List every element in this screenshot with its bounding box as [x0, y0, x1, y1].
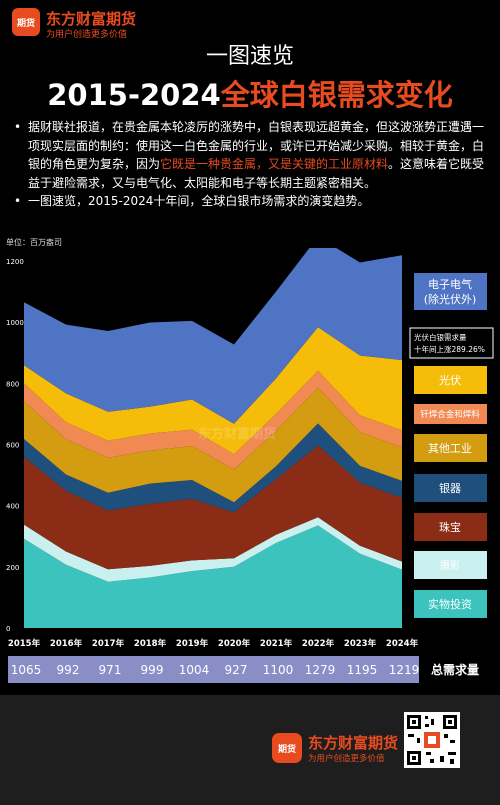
total-value-5: 927 — [225, 663, 248, 677]
y-tick-label-0: 0 — [6, 625, 10, 633]
x-tick-label-0: 2015年 — [8, 638, 41, 649]
legend-swatch-6 — [414, 366, 487, 394]
legend-swatch-7 — [414, 273, 487, 310]
y-tick-label-5: 1000 — [6, 319, 24, 327]
intro-paragraph-1: 据财联社报道，在贵金属本轮凌厉的涨势中，白银表现远超黄金，但这波涨势正遭遇一项现… — [14, 118, 490, 192]
brand-slogan: 为用户创造更多价值 — [46, 30, 128, 40]
page-title: 2015-2024全球白银需求变化 — [0, 72, 500, 114]
stacked-area-chart: 0 200 400 600 800 1000 1200 2015年 2016年 2017年 2018… — [6, 248, 494, 683]
area-series-4 — [24, 387, 402, 503]
legend-label-5: 钎焊合金和焊料 — [420, 409, 480, 420]
area-series-5 — [24, 370, 402, 470]
legend-label-2: 珠宝 — [439, 520, 461, 534]
area-series-0 — [24, 525, 402, 628]
legend-label-4: 其他工业 — [428, 442, 472, 455]
x-tick-label-2: 2017年 — [92, 638, 125, 649]
unit-label: 单位：百万盎司 — [6, 238, 62, 247]
qr-code-icon[interactable] — [404, 712, 460, 768]
y-tick-label-4: 800 — [6, 380, 19, 388]
title-topic: 全球白银需求变化 — [220, 78, 453, 112]
legend-label-1: 摄影 — [440, 559, 460, 572]
callout-line-1: 光伏白银需求量 — [414, 332, 467, 342]
watermark-text: 东方财富期货 — [198, 426, 276, 442]
x-tick-label-9: 2024年 — [386, 638, 419, 649]
legend-sublabel-7: (除光伏外) — [424, 292, 477, 306]
intro-text: 据财联社报道，在贵金属本轮凌厉的涨势中，白银表现远超黄金，但这波涨势正遭遇一项现… — [14, 118, 490, 211]
legend-label-7: 电子电气 — [428, 277, 472, 291]
y-tick-label-6: 1200 — [6, 258, 24, 266]
callout-box — [409, 327, 494, 359]
total-label: 总需求量 — [431, 662, 479, 677]
brand-name: 东方财富期货 — [46, 10, 137, 28]
intro-p1-end: 。这意味着它既受益于避险需求，又与电气化、太阳能和电子等长期主题紧密相关。 — [28, 157, 485, 190]
total-value-0: 1065 — [11, 663, 42, 677]
x-tick-label-8: 2023年 — [344, 638, 377, 649]
legend-swatch-2 — [414, 513, 487, 541]
x-tick-label-7: 2022年 — [302, 638, 335, 649]
footer-logo-icon: 期货 — [272, 733, 302, 763]
total-value-3: 999 — [141, 663, 164, 677]
footer-brand: 东方财富期货 — [308, 734, 399, 752]
x-tick-label-6: 2021年 — [260, 638, 293, 649]
area-series-3 — [24, 423, 402, 513]
intro-paragraph-2: 一图速览，2015-2024十年间，全球白银市场需求的演变趋势。 — [14, 192, 490, 211]
y-tick-label-1: 200 — [6, 564, 19, 572]
legend-label-6: 光伏 — [439, 373, 461, 387]
footer-slogan: 为用户创造更多价值 — [308, 754, 385, 764]
intro-p1-highlight: 它既是一种贵金属，又是关键的工业原材料 — [160, 157, 389, 171]
legend-label-3: 银器 — [439, 481, 461, 495]
legend-swatch-4 — [414, 434, 487, 462]
total-value-6: 1100 — [263, 663, 294, 677]
total-value-1: 992 — [57, 663, 80, 677]
brand-logo-icon: 期货 — [12, 8, 40, 36]
title-years: 2015-2024 — [47, 78, 221, 112]
x-tick-label-3: 2018年 — [134, 638, 167, 649]
total-value-4: 1004 — [179, 663, 210, 677]
total-value-9: 1219 — [389, 663, 420, 677]
total-value-8: 1195 — [347, 663, 378, 677]
totals-bar — [8, 656, 419, 683]
legend-swatch-1 — [414, 551, 487, 579]
x-tick-label-1: 2016年 — [50, 638, 83, 649]
legend-swatch-0 — [414, 590, 487, 618]
y-tick-label-2: 400 — [6, 503, 19, 511]
y-tick-label-3: 600 — [6, 442, 19, 450]
total-value-7: 1279 — [305, 663, 336, 677]
intro-p1-start: 据财联社报道，在贵金属本轮凌厉的涨势中，白银表现远超黄金，但这波涨势正遭遇一项现… — [28, 120, 485, 171]
total-value-2: 971 — [99, 663, 122, 677]
area-series-1 — [24, 517, 402, 582]
legend-swatch-5 — [414, 404, 487, 424]
legend-swatch-3 — [414, 474, 487, 502]
area-series-6 — [24, 327, 402, 455]
x-tick-label-4: 2019年 — [176, 638, 209, 649]
area-series-2 — [24, 445, 402, 570]
area-series-7 — [24, 248, 402, 424]
x-tick-label-5: 2020年 — [218, 638, 251, 649]
callout-line-2: 十年间上涨289.26% — [414, 344, 485, 354]
page-subtitle: 一图速览 — [205, 44, 294, 69]
legend-label-0: 实物投资 — [428, 597, 472, 611]
